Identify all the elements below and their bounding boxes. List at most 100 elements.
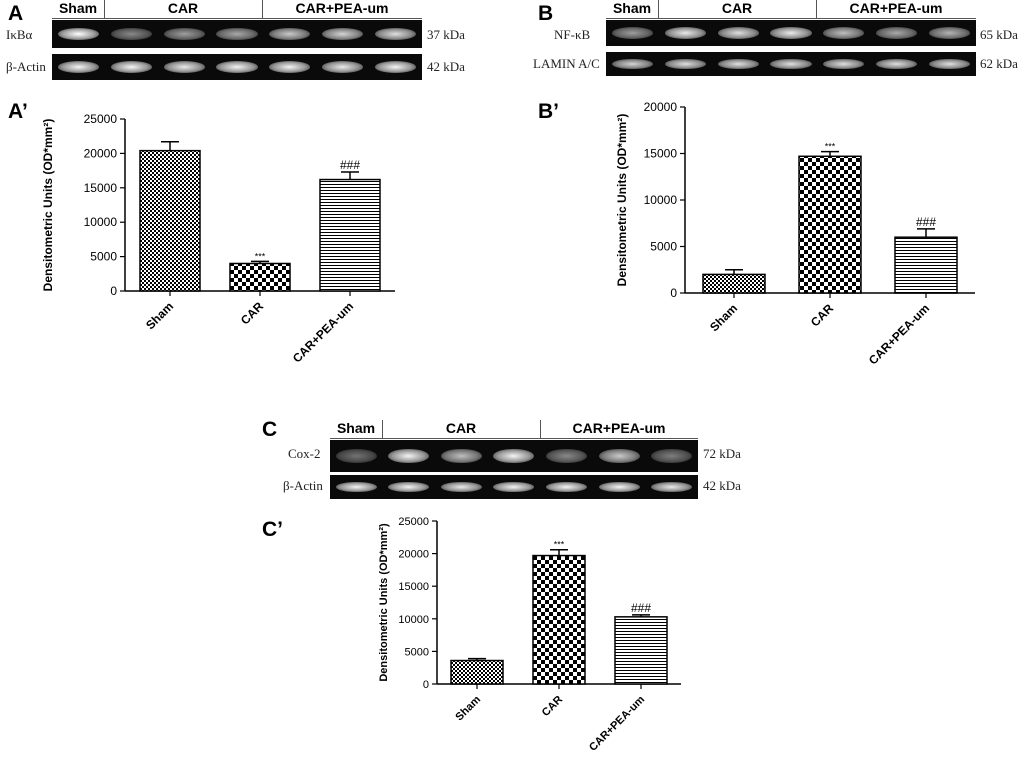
y-tick-label: 20000 — [644, 100, 678, 114]
panel-label-a-prime: A’ — [8, 100, 28, 123]
blot-a-group-sham: Sham — [58, 0, 98, 16]
y-axis-label: Densitometric Units (OD*mm²) — [615, 114, 629, 287]
blot-band — [493, 481, 535, 493]
significance-label: *** — [554, 540, 565, 550]
blot-band — [598, 448, 640, 464]
blot-c-group-car: CAR — [445, 420, 477, 436]
bar — [139, 149, 201, 292]
y-tick-label: 10000 — [644, 193, 678, 207]
blot-band — [322, 27, 364, 41]
bar — [319, 178, 381, 292]
y-axis-label: Densitometric Units (OD*mm²) — [378, 523, 390, 682]
y-tick-label: 15000 — [84, 181, 118, 195]
category-label: CAR — [540, 694, 565, 719]
blot-b-kda-lamin: 62 kDa — [980, 56, 1018, 71]
blot-band — [717, 58, 759, 70]
blot-band — [163, 61, 205, 73]
blot-b-row-label-lamin: LAMIN A/C — [533, 56, 600, 71]
blot-band — [110, 27, 152, 41]
blot-band — [823, 58, 865, 70]
blot-band — [163, 27, 205, 41]
blot-a-kda-actin: 42 kDa — [427, 59, 465, 74]
significance-label: ### — [631, 601, 651, 615]
category-label: CAR+PEA-um — [290, 299, 356, 365]
blot-band — [388, 448, 430, 464]
y-axis-label: Densitometric Units (OD*mm²) — [41, 119, 55, 292]
blot-band — [611, 27, 654, 39]
blot-b-group-car-pea: CAR+PEA-um — [849, 0, 943, 16]
bar — [450, 659, 504, 685]
category-label: CAR+PEA-um — [866, 301, 932, 367]
blot-band — [611, 58, 654, 70]
western-blot-a: Sham CAR CAR+PEA-um — [52, 0, 422, 82]
significance-label: *** — [825, 142, 836, 152]
y-tick-label: 20000 — [398, 549, 429, 561]
panel-label-c-prime: C’ — [262, 518, 283, 541]
y-tick-label: 20000 — [84, 146, 118, 160]
blot-band — [269, 27, 311, 41]
blot-band — [216, 27, 258, 41]
y-tick-label: 5000 — [90, 250, 117, 264]
blot-band — [823, 27, 865, 39]
y-tick-label: 5000 — [405, 646, 429, 658]
blot-band — [440, 481, 482, 493]
y-tick-label: 0 — [423, 679, 429, 691]
blot-band — [770, 27, 812, 39]
bar — [229, 262, 291, 292]
bar — [798, 155, 862, 294]
blot-c-kda-cox2: 72 kDa — [703, 446, 741, 461]
blot-c-row-label-cox2: Cox-2 — [288, 446, 321, 461]
bar — [702, 273, 766, 294]
significance-label: *** — [255, 251, 266, 261]
blot-band — [335, 481, 377, 493]
blot-band — [546, 448, 588, 464]
category-label: CAR+PEA-um — [587, 693, 647, 753]
blot-band — [598, 481, 640, 493]
y-tick-label: 25000 — [84, 112, 118, 126]
blot-a-kda-ikba: 37 kDa — [427, 27, 465, 42]
blot-b-group-sham: Sham — [612, 0, 652, 16]
blot-band — [388, 481, 430, 493]
blot-band — [493, 448, 535, 464]
significance-label: ### — [340, 158, 360, 172]
y-tick-label: 25000 — [398, 516, 429, 528]
significance-label: ### — [916, 215, 936, 229]
panel-label-b-prime: B’ — [538, 100, 559, 123]
y-tick-label: 15000 — [398, 581, 429, 593]
y-tick-label: 15000 — [644, 147, 678, 161]
blot-band — [374, 61, 417, 73]
blot-band — [440, 448, 482, 464]
blot-band — [664, 58, 706, 70]
bar — [532, 554, 586, 685]
blot-band — [546, 481, 588, 493]
blot-band — [928, 58, 971, 70]
blot-band — [770, 58, 812, 70]
blot-band — [269, 61, 311, 73]
blot-a-row-label-ikba: IκBα — [6, 27, 33, 42]
blot-band — [335, 448, 377, 464]
blot-c-group-car-pea: CAR+PEA-um — [572, 420, 666, 436]
category-label: Sham — [453, 693, 483, 723]
bar — [614, 616, 668, 685]
blot-c-row-label-actin: β-Actin — [283, 478, 323, 493]
western-blot-c: Sham CAR CAR+PEA-um — [330, 420, 698, 500]
bar-chart-c-prime: 0 5000 10000 15000 20000 25000 Densitometric U… — [378, 516, 681, 754]
category-label: Sham — [707, 301, 740, 334]
blot-band — [664, 27, 706, 39]
y-tick-label: 10000 — [398, 614, 429, 626]
blot-band — [928, 27, 971, 39]
bar — [894, 236, 958, 294]
blot-band — [876, 27, 918, 39]
panel-label-a: A — [8, 2, 24, 25]
bar-chart-b-prime: 0 5000 10000 15000 20000 Densitometric Units … — [615, 100, 975, 367]
y-tick-label: 5000 — [650, 240, 677, 254]
blot-band — [876, 58, 918, 70]
panel-label-c: C — [262, 418, 278, 441]
blot-b-group-car: CAR — [721, 0, 753, 16]
y-tick-label: 0 — [670, 286, 677, 300]
western-blot-b: Sham CAR CAR+PEA-um — [606, 0, 976, 78]
blot-band — [57, 61, 100, 73]
blot-band — [322, 61, 364, 73]
panel-label-b: B — [538, 2, 554, 25]
blot-band — [374, 27, 417, 41]
